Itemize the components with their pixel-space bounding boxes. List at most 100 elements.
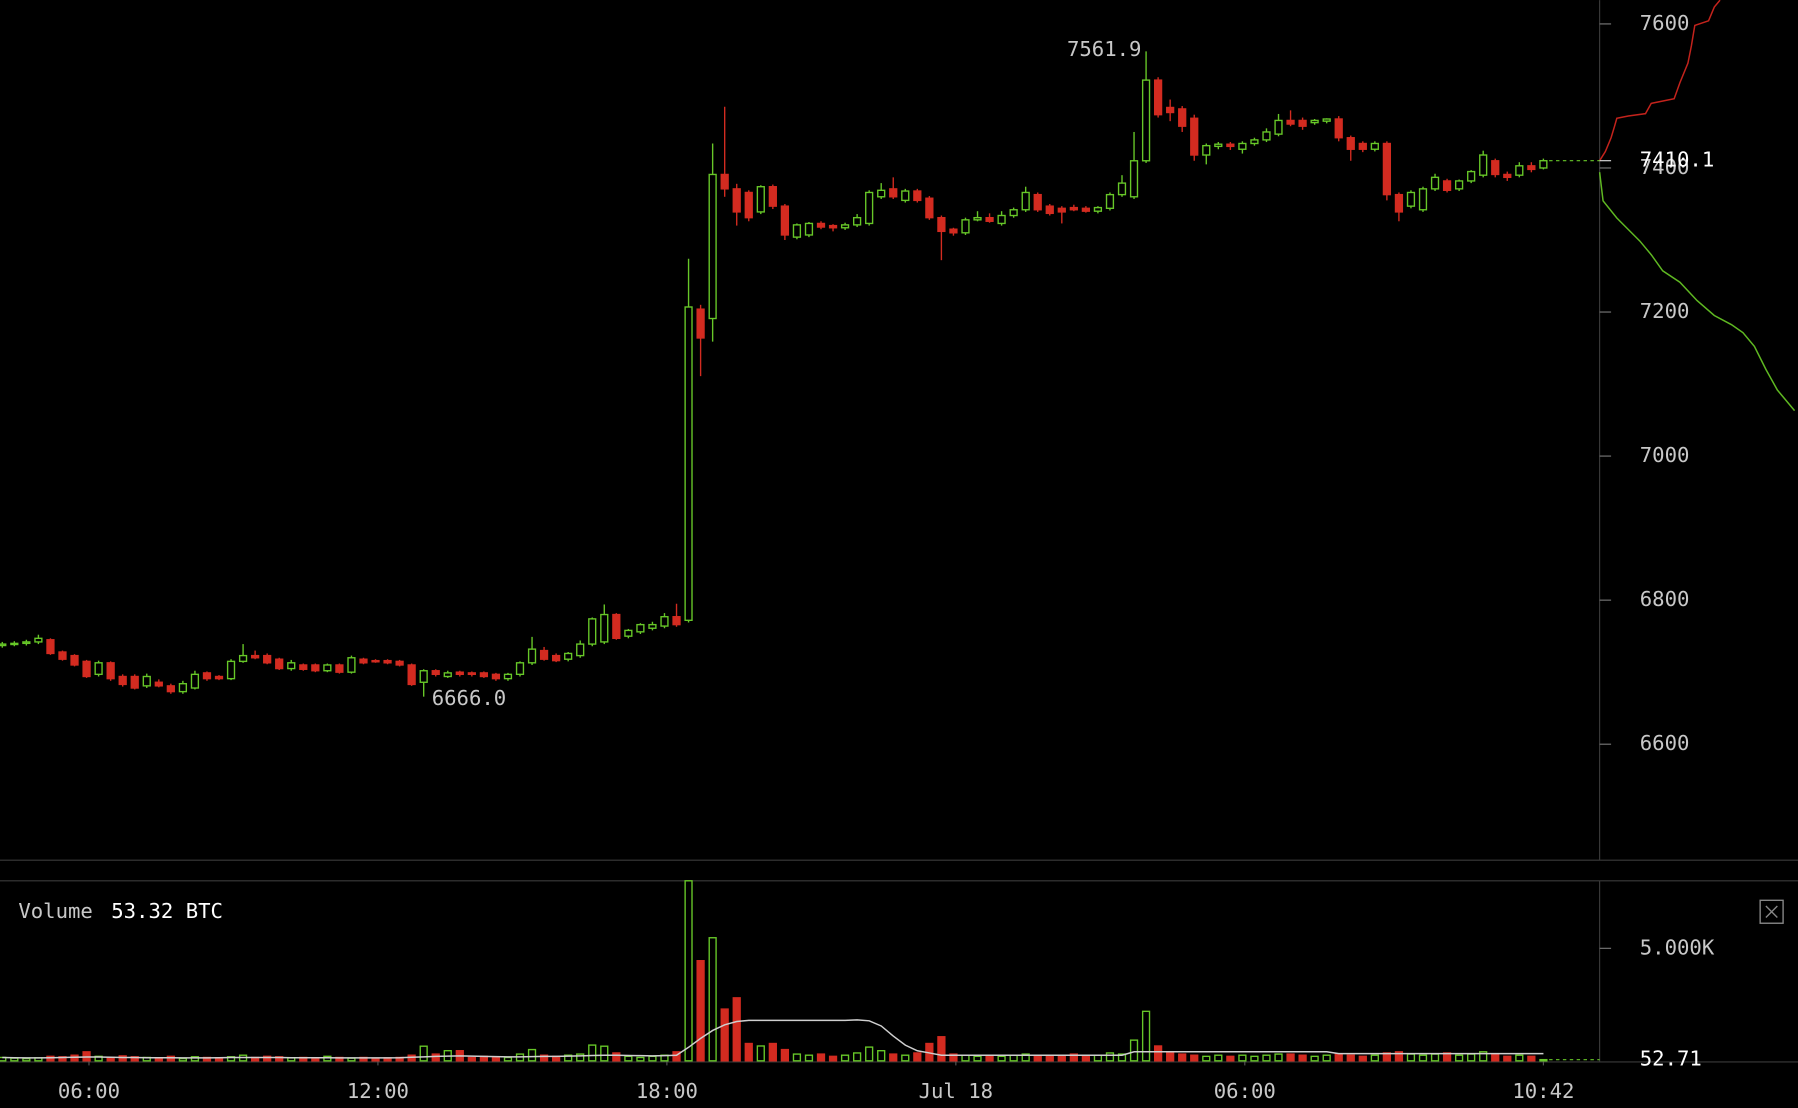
- candle-body: [491, 673, 501, 680]
- volume-bar: [865, 1046, 874, 1062]
- volume-bar: [564, 1054, 573, 1062]
- candle-body: [106, 662, 115, 680]
- candle-body: [925, 197, 934, 219]
- volume-bar: [973, 1055, 982, 1062]
- candle-body: [1286, 119, 1295, 125]
- x-tick-label: 06:00: [1214, 1079, 1276, 1103]
- candle-body: [58, 651, 67, 660]
- volume-bar: [792, 1053, 802, 1062]
- volume-bar: [1081, 1055, 1091, 1062]
- candle-body: [588, 618, 597, 645]
- candle-body: [865, 191, 874, 225]
- volume-bar: [1286, 1053, 1295, 1062]
- volume-y-tick-label: 5.000K: [1640, 935, 1715, 959]
- volume-bar: [732, 997, 741, 1062]
- volume-bar: [46, 1055, 55, 1062]
- candle-body: [1539, 160, 1548, 169]
- candle-body: [1081, 207, 1091, 212]
- candle-body: [852, 216, 862, 226]
- candle-body: [708, 173, 717, 320]
- volume-bar: [744, 1042, 753, 1062]
- x-tick-label: 10:42: [1512, 1079, 1574, 1103]
- x-tick-label: 12:00: [347, 1079, 409, 1103]
- volume-bar: [1153, 1045, 1163, 1062]
- candle-body: [1394, 193, 1404, 213]
- candle-body: [1322, 118, 1331, 122]
- volume-bar: [1539, 1058, 1548, 1062]
- volume-bar: [419, 1045, 428, 1062]
- candle-body: [973, 216, 982, 221]
- volume-bar: [720, 1008, 729, 1062]
- volume-bar: [1021, 1053, 1030, 1062]
- volume-bar: [1370, 1054, 1379, 1062]
- candle-body: [1129, 160, 1139, 198]
- volume-bar: [10, 1057, 19, 1062]
- candle-body: [455, 671, 464, 676]
- candle-body: [263, 654, 272, 664]
- volume-bar: [985, 1054, 994, 1062]
- candle-body: [576, 643, 585, 657]
- volume-bar: [937, 1036, 946, 1062]
- volume-bar: [1454, 1054, 1464, 1062]
- volume-bar: [672, 1051, 681, 1062]
- volume-bar: [1202, 1055, 1211, 1062]
- volume-bar: [1515, 1054, 1524, 1062]
- volume-bar: [1045, 1055, 1054, 1062]
- volume-bar: [636, 1056, 645, 1062]
- candle-body: [371, 659, 380, 663]
- volume-bar: [1069, 1053, 1078, 1062]
- candle-body: [1250, 139, 1259, 145]
- candle-body: [275, 658, 284, 670]
- candle-body: [696, 308, 705, 339]
- candle-body: [1093, 206, 1103, 212]
- candle-body: [142, 675, 151, 687]
- candle-body: [1334, 118, 1343, 139]
- candle-body: [515, 662, 525, 676]
- candle-body: [166, 685, 175, 693]
- volume-bar: [576, 1053, 585, 1062]
- y-tick-label: 6600: [1640, 731, 1690, 755]
- candle-body: [660, 616, 669, 627]
- volume-bar: [1262, 1054, 1271, 1062]
- candle-body: [564, 652, 573, 660]
- candle-body: [1202, 144, 1211, 156]
- volume-bar: [1274, 1053, 1283, 1062]
- candle-body: [335, 664, 344, 673]
- last-price-label: 7410.1: [1640, 148, 1715, 172]
- candle-body: [744, 191, 753, 219]
- x-tick-label: 18:00: [636, 1079, 698, 1103]
- y-tick-label: 7400: [1640, 155, 1690, 179]
- candle-body: [1141, 79, 1151, 162]
- close-box[interactable]: [1759, 899, 1784, 924]
- candle-body: [1214, 143, 1223, 148]
- volume-bar: [696, 960, 705, 1062]
- volume-bar: [780, 1048, 790, 1062]
- candle-body: [1274, 119, 1283, 135]
- y-tick-label: 6800: [1640, 587, 1690, 611]
- volume-bar: [1322, 1054, 1331, 1062]
- last-volume-label: 52.71: [1640, 1047, 1702, 1071]
- volume-bar: [901, 1054, 910, 1062]
- candle-body: [792, 224, 802, 238]
- candle-body: [1418, 188, 1428, 211]
- candle-body: [1298, 119, 1307, 127]
- candle-body: [949, 228, 958, 234]
- volume-bar: [708, 937, 717, 1062]
- candle-body: [94, 662, 103, 676]
- candle-body: [985, 216, 994, 222]
- volume-bar: [889, 1053, 898, 1062]
- volume-bar: [877, 1050, 886, 1062]
- candle-body: [1370, 142, 1379, 150]
- volume-bar: [612, 1052, 621, 1062]
- candle-body: [901, 190, 910, 202]
- candle-body: [130, 675, 139, 689]
- candle-body: [34, 637, 43, 643]
- volume-ma-line: [2, 1019, 1544, 1059]
- candle-body: [816, 222, 826, 228]
- close-button[interactable]: [1759, 899, 1784, 924]
- close-icon[interactable]: [1765, 905, 1778, 918]
- candle-body: [395, 660, 404, 666]
- candle-body: [407, 664, 416, 686]
